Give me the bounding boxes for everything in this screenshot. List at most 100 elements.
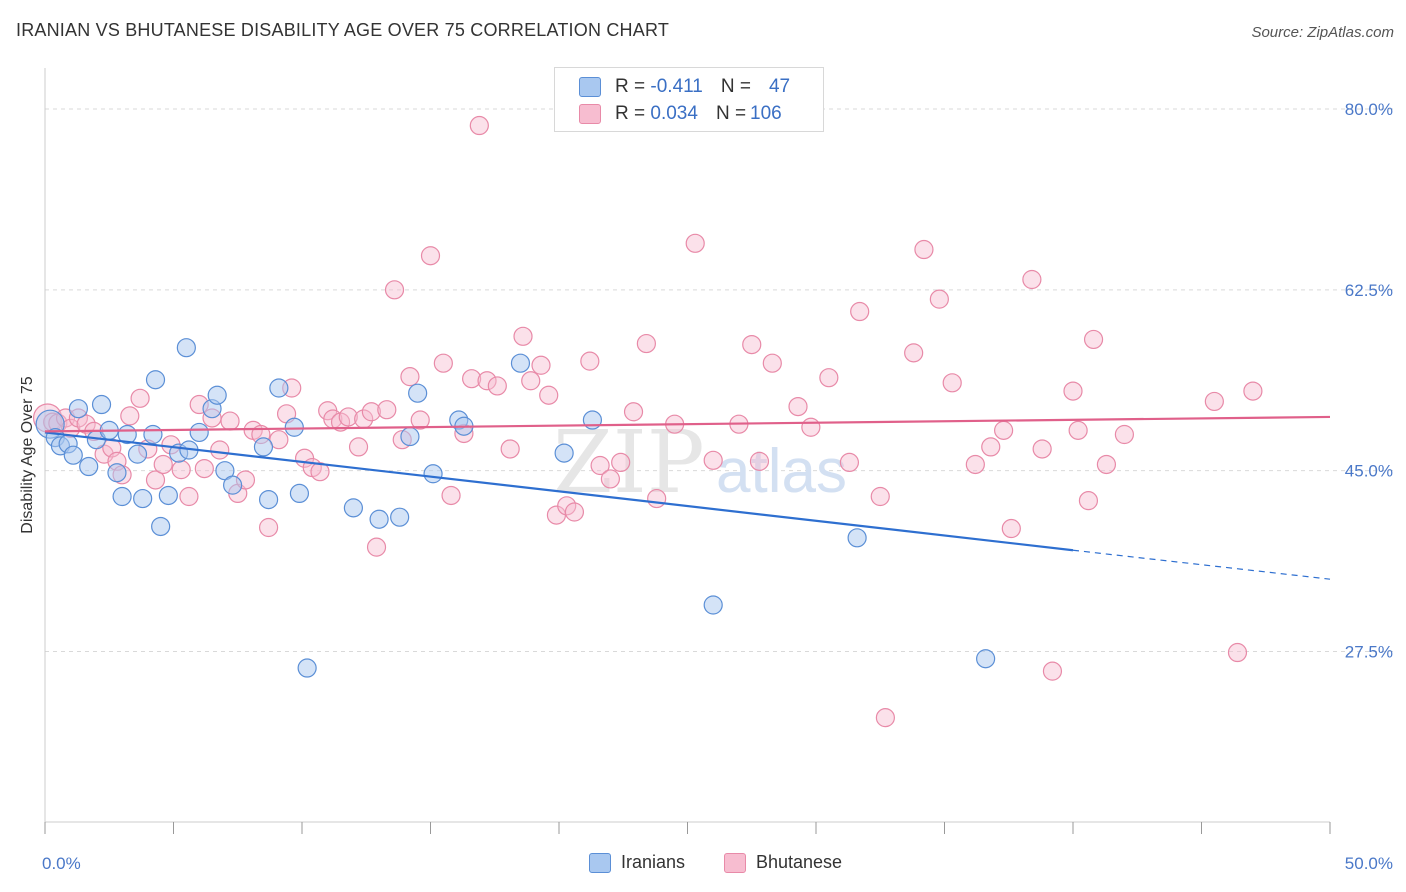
iranian-point	[112, 486, 132, 507]
bhutanese-point	[521, 371, 541, 391]
bhutanese-point	[580, 351, 600, 371]
bhutanese-point	[839, 452, 860, 472]
bhutanese-point	[462, 369, 482, 389]
iranian-point	[223, 475, 243, 495]
iranian-point	[400, 426, 420, 447]
legend-n-label: N =	[715, 103, 747, 124]
bhutanese-point	[557, 496, 577, 516]
iranian-point	[127, 444, 148, 464]
bhutanese-point	[513, 326, 533, 346]
iranian-point	[284, 417, 304, 437]
iranian-point	[151, 516, 171, 537]
iranian-point	[258, 490, 279, 510]
iranian-point	[510, 353, 531, 373]
bhutanese-point	[1042, 661, 1063, 681]
legend-n-value: 106	[750, 103, 782, 124]
bhutanese-point	[1032, 439, 1052, 459]
legend-row-bhutanese: R = 0.034 N = 106	[579, 102, 782, 126]
iranian-trend-line	[44, 431, 1074, 552]
bhutanese-point	[1068, 420, 1088, 440]
bhutanese-trend-line	[44, 415, 1331, 433]
bhutanese-point	[749, 451, 770, 471]
bhutanese-point	[179, 486, 199, 507]
iranians-swatch	[589, 852, 611, 873]
iranian-point	[976, 649, 996, 669]
bhutanese-point	[742, 335, 762, 355]
iranian-point	[408, 383, 428, 403]
y-tick-label: 27.5%	[1345, 643, 1393, 662]
iranian-point	[297, 658, 317, 678]
bhutanese-point	[914, 239, 934, 260]
bhutanese-point	[410, 410, 430, 430]
bhutanese-point	[762, 353, 782, 373]
iranian-point	[143, 424, 163, 445]
iranian-point	[269, 378, 289, 398]
bhutanese-point	[904, 343, 924, 363]
iranian-point	[554, 443, 574, 463]
bhutanese-point	[400, 367, 420, 387]
bhutanese-point	[870, 486, 890, 507]
iranian-point	[423, 464, 443, 484]
bhutanese-point	[850, 301, 870, 322]
legend-r-label: R =	[615, 76, 646, 97]
iranian-point	[107, 463, 127, 483]
iranian-point	[390, 507, 410, 527]
bhutanese-point	[366, 537, 387, 557]
bhutanese-point	[929, 289, 949, 309]
legend-r-label: R =	[615, 103, 646, 124]
bhutanese-swatch	[724, 852, 746, 873]
iranian-point	[369, 509, 389, 529]
bhutanese-point	[487, 376, 507, 396]
bhutanese-point	[531, 355, 551, 375]
bhutanese-point	[361, 402, 381, 422]
bhutanese-points	[32, 115, 1263, 728]
iranian-point	[847, 528, 867, 548]
bhutanese-point	[1114, 424, 1135, 445]
iranian-point	[133, 488, 153, 509]
y-tick-label: 62.5%	[1345, 281, 1393, 300]
x-tick-label: 50.0%	[1345, 854, 1393, 873]
bhutanese-point	[647, 488, 667, 509]
bhutanese-point	[145, 470, 166, 490]
bhutanese-point	[384, 280, 405, 300]
iranian-point	[91, 394, 112, 415]
tick-labels: 27.5% 45.0% 62.5% 80.0% 0.0% 50.0%	[42, 100, 1393, 873]
bhutanese-point	[153, 454, 173, 475]
bhutanese-point	[1243, 381, 1263, 401]
bhutanese-point	[600, 469, 621, 489]
bhutanese-point	[994, 420, 1014, 440]
bhutanese-point	[1204, 391, 1224, 412]
iranian-point	[703, 595, 723, 615]
bhutanese-point	[269, 430, 289, 450]
iranian-point	[79, 456, 99, 477]
bhutanese-point	[636, 333, 656, 354]
watermark-zip: ZIP	[553, 413, 705, 513]
bhutanese-point	[1227, 642, 1248, 663]
bottom-legend: Iranians Bhutanese	[0, 852, 1406, 876]
bhutanese-point	[130, 388, 150, 408]
iranian-points	[35, 338, 996, 678]
bhutanese-point	[194, 459, 214, 479]
bhutanese-point	[875, 708, 895, 728]
legend-row-iranians: R = -0.411 N = 47	[579, 75, 790, 99]
legend: R = -0.411 N = 47 R = 0.034 N = 106	[554, 67, 824, 132]
bhutanese-point	[788, 397, 808, 417]
iranian-trend-extension	[1072, 549, 1331, 580]
iranian-point	[176, 338, 196, 358]
bhutanese-point	[981, 437, 1001, 457]
bhutanese-point	[258, 517, 279, 538]
bhutanese-point	[377, 400, 397, 420]
bhutanese-point	[1001, 518, 1021, 539]
x-tick-label: 0.0%	[42, 854, 81, 873]
bottom-legend-label: Iranians	[621, 852, 686, 872]
bhutanese-point	[348, 437, 369, 457]
legend-r-value: 0.034	[650, 103, 698, 124]
iranian-point	[207, 385, 227, 405]
bhutanese-point	[441, 485, 461, 506]
iranian-point	[289, 483, 310, 503]
trend-lines	[44, 415, 1331, 580]
bhutanese-point	[210, 440, 230, 460]
bhutanese-point	[220, 411, 240, 431]
bhutanese-point	[171, 460, 191, 480]
y-tick-label: 80.0%	[1345, 100, 1393, 119]
